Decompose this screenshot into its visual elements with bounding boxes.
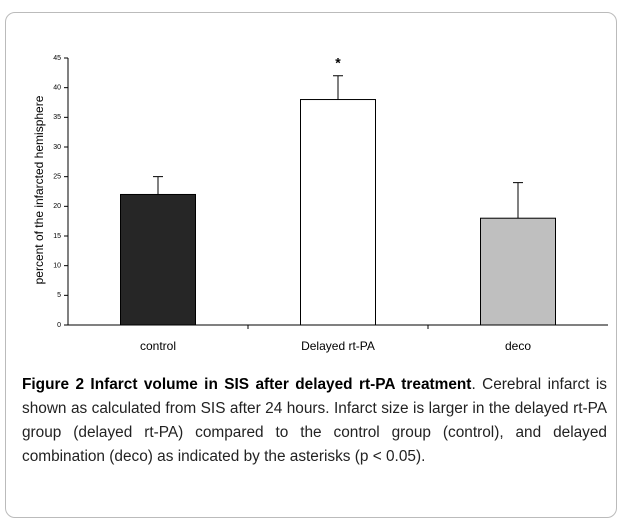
error-bar (333, 75, 343, 100)
error-bar (513, 182, 523, 219)
caption-text: . Cerebral infarct is shown as calculate… (22, 376, 608, 465)
y-tick-label: 5 (57, 292, 61, 299)
error-bar (153, 176, 163, 195)
y-tick-label: 30 (53, 144, 61, 151)
x-tick-label: control (140, 339, 176, 353)
y-tick-label: 20 (53, 203, 61, 210)
y-tick-label: 35 (53, 114, 61, 121)
y-tick-label: 10 (53, 263, 61, 270)
x-tick-label: deco (505, 339, 531, 353)
caption: Figure 2 Infarct volume in SIS after del… (22, 373, 607, 469)
bar (120, 193, 196, 326)
y-tick-label: 40 (53, 85, 61, 92)
y-tick-label: 25 (53, 174, 61, 181)
significance-marker: * (335, 55, 341, 71)
figure-frame (5, 12, 617, 518)
bar (480, 217, 556, 326)
y-tick-label: 15 (53, 233, 61, 240)
bar (300, 99, 376, 326)
chart: percent of the infarcted hemisphere 0 5 10… (32, 55, 608, 353)
y-tick-label: 0 (57, 322, 61, 329)
y-axis-label: percent of the infarcted hemisphere (32, 95, 46, 284)
y-tick-label: 45 (53, 55, 61, 62)
x-tick-label: Delayed rt-PA (301, 339, 375, 353)
caption-title: Figure 2 Infarct volume in SIS after del… (22, 376, 472, 393)
